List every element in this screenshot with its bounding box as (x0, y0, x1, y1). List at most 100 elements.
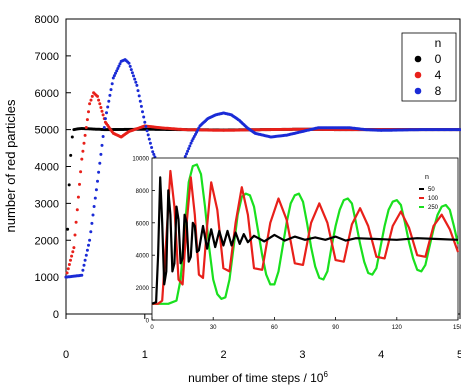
main-point (186, 149, 190, 153)
main-point (89, 98, 93, 102)
main-x-tick-label: 0 (63, 349, 69, 361)
main-point (82, 141, 86, 145)
inset-x-tick-label: 150 (453, 325, 461, 331)
main-legend-items: 0 4 8 (414, 52, 442, 98)
main-point (90, 221, 94, 225)
main-point (106, 105, 110, 109)
main-point (97, 170, 101, 174)
main-point (188, 144, 192, 148)
main-x-axis-label: number of time steps / 106 (188, 370, 328, 385)
inset-x-axis: 0 30 60 90 120 150 (150, 317, 461, 331)
inset-x-tick-label: 120 (392, 325, 403, 331)
main-point (85, 248, 89, 252)
main-point (93, 196, 97, 200)
inset-legend: n 50 100 250 (419, 174, 439, 211)
main-point (87, 110, 90, 114)
main-point (117, 64, 121, 68)
main-point (129, 68, 133, 72)
main-point (141, 110, 144, 114)
main-point (65, 271, 69, 275)
inset-y-tick-label: 2000 (136, 286, 150, 292)
inset-legend-label: 100 (428, 196, 439, 202)
main-point (100, 143, 104, 147)
main-point (185, 152, 188, 156)
main-point (189, 141, 193, 145)
main-point (138, 99, 142, 103)
main-point (145, 129, 149, 133)
main-point (150, 146, 154, 149)
main-point (79, 170, 83, 174)
main-legend-label: 8 (435, 84, 442, 98)
main-point (92, 205, 96, 208)
main-point (69, 258, 72, 262)
main-point (73, 233, 77, 237)
main-series-group (64, 58, 461, 279)
main-point (83, 258, 87, 262)
main-point (84, 126, 88, 129)
main-point (127, 61, 131, 65)
main-point (139, 104, 143, 108)
main-point (72, 246, 76, 250)
main-point (74, 220, 78, 224)
inset-legend-items: 50 100 250 (419, 187, 439, 211)
main-point (103, 117, 107, 121)
main-point (100, 109, 104, 113)
main-point (78, 182, 81, 186)
main-point (116, 67, 120, 70)
main-point (88, 238, 92, 242)
main-point (87, 243, 90, 247)
main-y-tick-label: 4000 (35, 162, 59, 174)
main-legend: n 0 4 8 (401, 32, 457, 102)
inset-x-tick-label: 30 (210, 325, 217, 331)
main-point (82, 263, 86, 267)
main-point (66, 227, 70, 231)
main-y-axis-label: number of red particles (3, 99, 18, 232)
main-point (83, 133, 87, 137)
inset-legend-label: 50 (428, 187, 435, 193)
main-point (89, 230, 93, 234)
main-point (144, 125, 148, 128)
inset-series-group (151, 163, 460, 305)
inset-line-50 (151, 176, 459, 305)
inset-y-tick-label: 4000 (136, 254, 150, 260)
main-point (107, 99, 111, 103)
main-point (71, 250, 75, 254)
inset-legend-label: 250 (428, 205, 439, 211)
main-point (105, 111, 108, 115)
main-point (110, 82, 114, 86)
inset-y-tick-label: 0 (146, 319, 150, 325)
inset-x-tick-label: 60 (271, 325, 278, 331)
main-point (76, 195, 80, 199)
main-point (108, 93, 112, 97)
main-point (96, 179, 99, 183)
main-point (91, 213, 95, 217)
inset-chart: 0 2000 4000 6000 8000 10000 0 30 60 90 120 150 n 5… (132, 157, 461, 332)
main-point (96, 94, 99, 98)
main-point (69, 153, 73, 157)
main-y-axis: 0 1000 2000 3000 4000 5000 6000 7000 8000 (35, 14, 71, 321)
main-point (146, 133, 150, 137)
main-point (147, 137, 151, 141)
main-y-tick-label: 6000 (35, 88, 59, 100)
main-point (133, 77, 137, 81)
inset-line-100 (152, 169, 460, 305)
main-point (187, 147, 191, 151)
main-point (84, 253, 88, 257)
main-point (80, 273, 84, 277)
inset-y-tick-label: 8000 (136, 189, 150, 195)
main-legend-label: 4 (435, 68, 442, 82)
main-point (80, 157, 84, 161)
main-x-axis-label-text: number of time steps / 10 (188, 371, 324, 385)
main-point (98, 102, 102, 106)
main-point (85, 118, 89, 122)
inset-x-tick-label: 90 (332, 325, 339, 331)
main-y-tick-label: 1000 (35, 272, 59, 284)
main-legend-marker (414, 71, 422, 79)
main-point (81, 149, 85, 153)
main-legend-box (401, 32, 457, 102)
main-y-tick-label: 5000 (35, 125, 59, 137)
main-x-tick-label: 3 (299, 349, 305, 361)
main-point (99, 152, 103, 156)
main-point (75, 208, 79, 212)
